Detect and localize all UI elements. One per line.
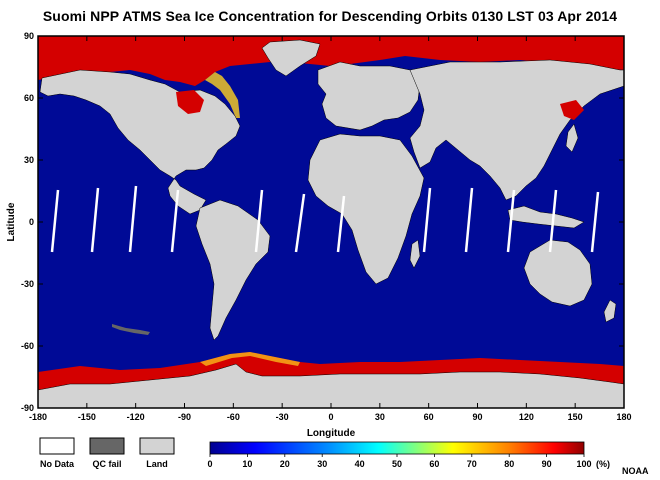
no-data-swath [254, 189, 264, 253]
legend-swatch [89, 437, 125, 455]
y-tick-label: -60 [21, 341, 34, 351]
map-title: Suomi NPP ATMS Sea Ice Concentration for… [42, 8, 618, 24]
y-axis-ticks: 90 60 30 0 -30 -60 -90 [21, 31, 624, 413]
land-australia [523, 239, 593, 307]
x-tick-label: 90 [472, 412, 482, 422]
y-tick-label: 30 [24, 155, 34, 165]
colorbar-tick-label: 10 [242, 459, 252, 469]
credit-label: NOAA [622, 466, 649, 476]
no-data-swath [548, 189, 558, 253]
colorbar [209, 441, 585, 455]
land-japan [565, 123, 579, 153]
x-axis-label: Longitude [307, 428, 356, 439]
map-panel [38, 36, 624, 408]
x-tick-label: -150 [78, 412, 96, 422]
okhotsk-ice [560, 100, 584, 120]
no-data-swath [336, 195, 346, 253]
no-data-swath [506, 189, 516, 253]
hudson-bay-ice [176, 90, 204, 114]
no-data-swath [128, 185, 138, 253]
x-tick-label: -30 [276, 412, 289, 422]
land-greenland [261, 39, 321, 77]
colorbar-tick-label: 20 [280, 459, 290, 469]
y-axis-label: Latitude [6, 202, 17, 241]
x-tick-label: 120 [519, 412, 534, 422]
x-tick-label: 150 [568, 412, 583, 422]
land-antarctica [38, 363, 624, 408]
land-asia [409, 59, 624, 201]
colorbar-tick-label: 80 [504, 459, 514, 469]
y-tick-label: 0 [29, 217, 34, 227]
arctic-sea-ice [38, 36, 624, 86]
land-new-zealand [603, 299, 617, 323]
colorbar-tick-label: 0 [207, 459, 212, 469]
x-tick-label: -180 [29, 412, 47, 422]
legend-boxes: No Data QC fail Land [39, 437, 175, 469]
colorbar-unit: (%) [596, 459, 610, 469]
antarctic-ice-edge [200, 352, 300, 366]
y-tick-label: 90 [24, 31, 34, 41]
colorbar-tick-label: 100 [576, 459, 591, 469]
colorbar-ticks: 0 10 20 30 40 50 60 70 80 90 100 [207, 454, 592, 469]
legend-swatch-label: No Data [40, 459, 75, 469]
land-africa [307, 133, 425, 285]
land-indonesia [507, 205, 585, 229]
y-tick-label: -30 [21, 279, 34, 289]
qc-fail-patch [112, 324, 150, 335]
x-tick-label: -90 [178, 412, 191, 422]
legend-swatch-label: Land [146, 459, 168, 469]
colorbar-tick-label: 90 [542, 459, 552, 469]
x-tick-label: 60 [424, 412, 434, 422]
legend-swatch [39, 437, 75, 455]
x-tick-label: 0 [328, 412, 333, 422]
legend-swatch-label: QC fail [92, 459, 121, 469]
colorbar-tick-label: 40 [355, 459, 365, 469]
land-europe [317, 61, 421, 131]
colorbar-tick-label: 50 [392, 459, 402, 469]
no-data-swath [50, 189, 60, 253]
x-tick-label: 30 [375, 412, 385, 422]
no-data-swath [422, 187, 432, 253]
no-data-swath [170, 189, 180, 253]
no-data-swath [90, 187, 100, 253]
x-tick-label: -60 [227, 412, 240, 422]
y-tick-label: 60 [24, 93, 34, 103]
x-tick-label: 180 [616, 412, 631, 422]
y-tick-label: -90 [21, 403, 34, 413]
x-tick-label: -120 [127, 412, 145, 422]
no-data-swath [590, 191, 600, 253]
legend-swatch [139, 437, 175, 455]
no-data-swath [294, 193, 306, 253]
colorbar-tick-label: 30 [317, 459, 327, 469]
x-axis-ticks: -180 -150 -120 -90 -60 -30 0 30 60 90 120 150 180 [29, 36, 632, 422]
colorbar-tick-label: 60 [429, 459, 439, 469]
land-madagascar [409, 239, 421, 269]
arctic-ice-edge [205, 72, 240, 118]
no-data-swath [464, 187, 474, 253]
colorbar-tick-label: 70 [467, 459, 477, 469]
